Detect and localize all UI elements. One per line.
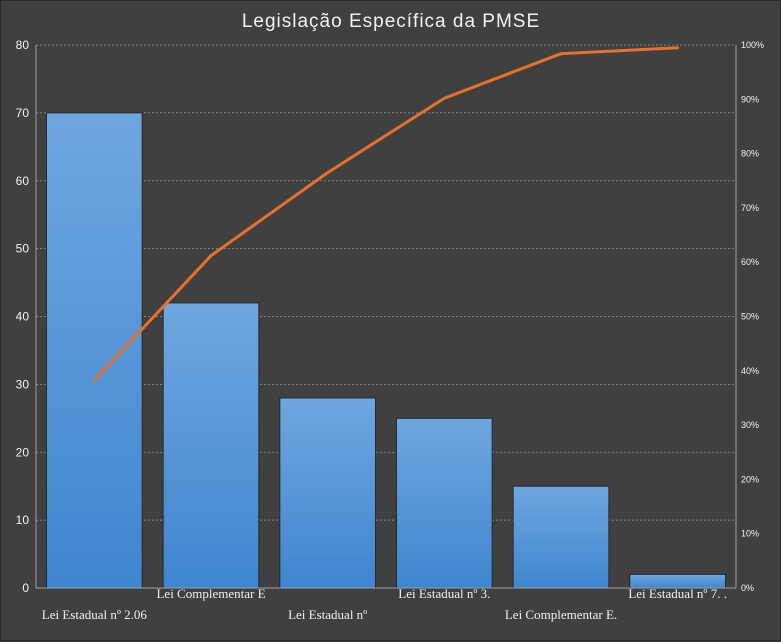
x-tick-label: Lei Complementar E. [505,607,617,622]
bar-5 [512,485,610,589]
y-tick-label: 50 [16,242,30,256]
y-tick-label: 80 [16,38,30,52]
x-tick-label: Lei Complementar E [156,586,265,601]
y-tick-label: 30 [16,377,30,391]
bar-4 [396,417,493,589]
axes [35,45,737,589]
bars [46,112,726,589]
bar-2 [162,302,260,589]
y2-tick-label: 20% [741,474,759,484]
cumulative-percent-line [92,46,680,382]
cumulative-line-layer [92,46,680,382]
x-tick-label: Lei Estadual nº 7. . [628,586,727,601]
x-tick-label: Lei Estadual nº 3. [398,586,490,601]
bar-3 [279,397,377,589]
y-tick-label: 70 [16,106,30,120]
y2-tick-label: 0% [741,583,754,593]
y-tick-label: 20 [16,445,30,459]
y-tick-label: 0 [22,581,29,595]
y-tick-label: 40 [16,310,30,324]
x-tick-label: Lei Estadual nº 2.06 [42,607,148,622]
y-tick-label: 60 [16,174,30,188]
y2-tick-label: 30% [741,420,759,430]
y2-tick-label: 50% [741,312,759,322]
x-tick-label: Lei Estadual nº [288,607,367,622]
bar-1 [46,112,143,589]
y2-tick-label: 100% [741,40,764,50]
y2-tick-label: 90% [741,94,759,104]
tick-labels: 0 10 20 30 40 50 60 70 80 0% 10% 20% 30% 40% 50% 60% 70%… [16,38,764,622]
y2-tick-label: 70% [741,203,759,213]
y-tick-label: 10 [16,513,30,527]
chart-title: Legislação Específica da PMSE [242,11,540,32]
y2-tick-label: 80% [741,149,759,159]
y2-tick-label: 40% [741,366,759,376]
y2-tick-label: 10% [741,529,759,539]
y2-tick-label: 60% [741,257,759,267]
